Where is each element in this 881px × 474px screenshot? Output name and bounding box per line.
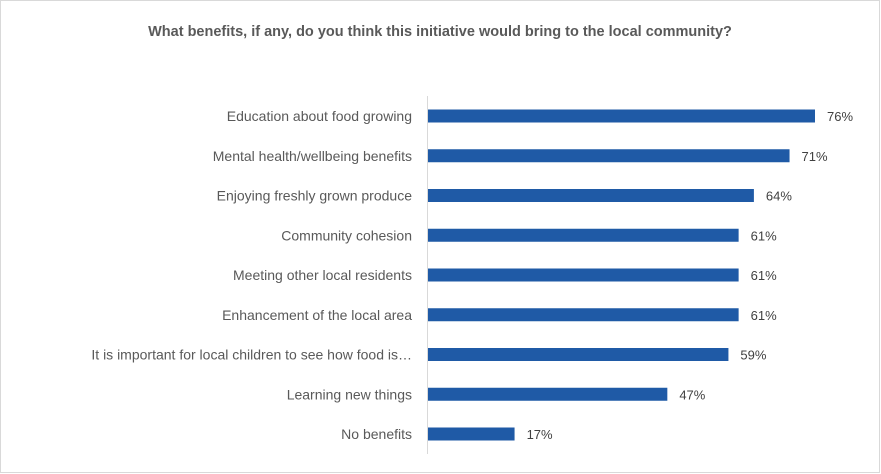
bar (428, 228, 739, 242)
bar (428, 348, 729, 361)
value-label: 59% (740, 348, 766, 363)
category-label: Meeting other local residents (233, 267, 412, 283)
category-label: Enhancement of the local area (222, 307, 412, 323)
bar (428, 109, 815, 123)
value-label: 76% (827, 109, 853, 124)
value-label: 61% (751, 308, 777, 323)
category-label: It is important for local children to se… (91, 347, 412, 363)
value-label: 71% (802, 149, 828, 164)
chart-title: What benefits, if any, do you think this… (148, 24, 732, 40)
value-label: 47% (679, 387, 705, 402)
category-label: Community cohesion (281, 227, 412, 243)
category-label: Mental health/wellbeing benefits (213, 148, 412, 164)
bar (428, 149, 790, 163)
bar (428, 427, 515, 441)
value-label: 61% (751, 268, 777, 283)
bar (428, 189, 754, 202)
value-label: 61% (751, 228, 777, 243)
bar (428, 268, 739, 282)
category-label: No benefits (341, 426, 412, 442)
category-label: Enjoying freshly grown produce (217, 188, 413, 204)
value-label: 17% (527, 427, 553, 442)
bar (428, 308, 739, 322)
category-label: Education about food growing (227, 108, 412, 124)
bar (428, 387, 668, 401)
value-label: 64% (766, 189, 792, 204)
category-label: Learning new things (287, 386, 412, 402)
